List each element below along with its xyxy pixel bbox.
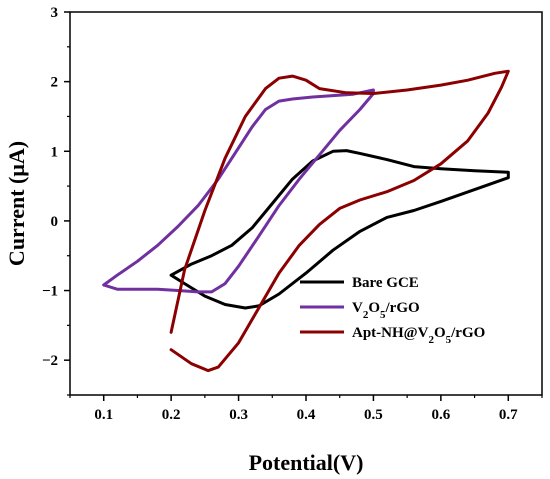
x-tick-label: 0.2 [162, 407, 181, 423]
y-tick-label: 2 [51, 75, 59, 91]
y-axis-title-mu: μ [4, 164, 29, 177]
x-tick-label: 0.3 [229, 407, 248, 423]
legend-label-bare-gce: Bare GCE [352, 275, 419, 291]
y-tick-label: −1 [42, 284, 58, 300]
legend-label-part: 2 [363, 309, 369, 321]
series-line-apt-nh-v2o5-rgo [169, 69, 510, 373]
y-tick-label: 3 [51, 5, 59, 21]
legend-label-part: V [352, 300, 363, 316]
legend-label-apt-nh-v2o5-rgo: Apt-NH@V2O5/rGO [352, 325, 485, 346]
y-tick-label: 0 [51, 214, 59, 230]
legend-label-part: /rGO [385, 300, 420, 316]
x-tick-label: 0.5 [364, 407, 383, 423]
y-axis-title-main: Current ( [4, 177, 29, 266]
x-tick-label: 0.4 [297, 407, 316, 423]
plot-area [102, 69, 510, 373]
legend-label-part: O [434, 325, 446, 341]
legend-label-part: 2 [428, 334, 434, 346]
legend-label-part: 5 [380, 309, 386, 321]
x-tick-label: 0.7 [499, 407, 518, 423]
y-axis-title-end: A) [4, 141, 29, 164]
x-tick-label: 0.6 [431, 407, 450, 423]
series-line-v2o5-rgo [102, 88, 375, 294]
y-axis-title: Current (μA) [4, 141, 29, 266]
legend-label-part: O [368, 300, 380, 316]
x-axis-ticks: 0.1 0.2 0.3 0.4 0.5 0.6 0.7 [69, 395, 543, 423]
legend-label-part: Bare GCE [352, 275, 419, 291]
y-tick-label: −2 [42, 353, 58, 369]
legend-label-part: 5 [446, 334, 452, 346]
legend-label-part: /rGO [450, 325, 485, 341]
y-tick-label: 1 [51, 144, 59, 160]
legend-label-part: Apt-NH@V [352, 325, 429, 341]
x-tick-label: 0.1 [94, 407, 113, 423]
legend-label-v2o5-rgo: V2O5/rGO [352, 300, 420, 321]
x-axis-title: Potential(V) [249, 450, 364, 475]
y-axis-ticks: −2 −1 0 1 2 3 [42, 5, 70, 396]
